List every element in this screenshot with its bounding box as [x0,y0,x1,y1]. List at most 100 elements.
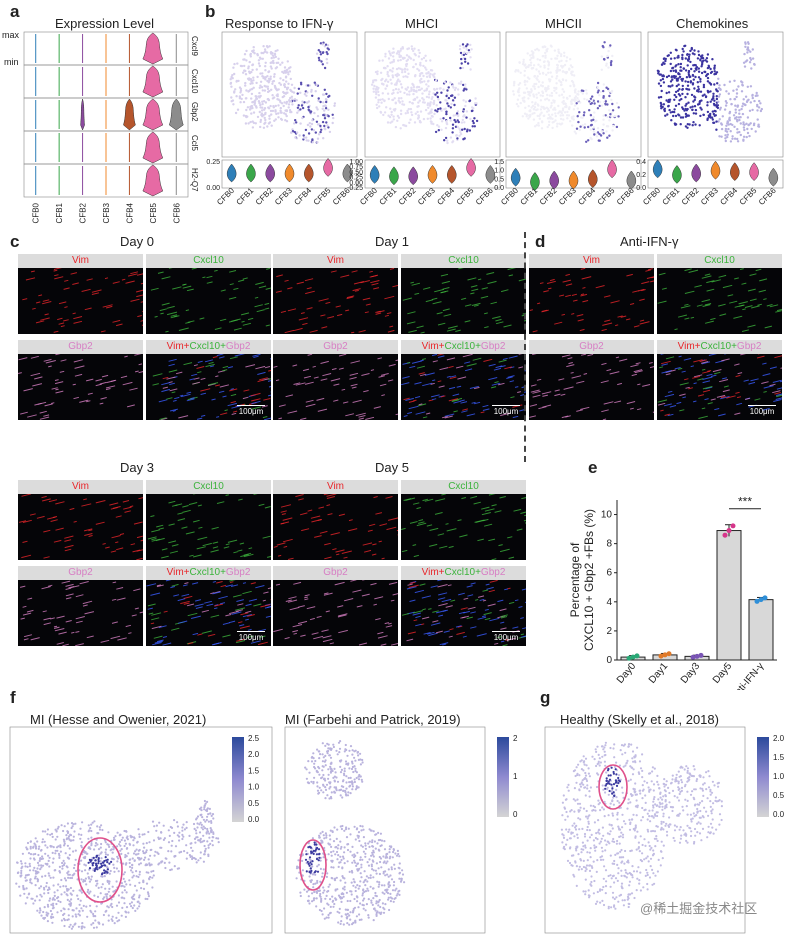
signal-stroke [421,616,430,620]
signal-stroke [95,383,102,387]
umap-dot [389,54,392,57]
umap-dot [681,53,684,57]
signal-stroke [345,413,355,417]
umap-dot [104,893,107,896]
umap-dot [400,86,404,89]
umap-dot [90,859,93,862]
signal-stroke [41,498,51,502]
signal-stroke [495,365,503,369]
signal-stroke [683,357,692,361]
signal-stroke [212,581,217,583]
signal-stroke [487,603,496,607]
umap-dot [719,88,722,91]
umap-dot [554,57,557,60]
signal-stroke [414,589,425,594]
signal-stroke [460,607,468,610]
umap-dot [739,133,742,137]
umap-dot [379,110,382,114]
umap-dot [203,806,206,809]
umap-dot [744,95,748,98]
signal-stroke [85,400,91,403]
umap-dot [67,914,70,917]
umap-dot [45,913,48,917]
umap-dot [206,807,209,810]
umap-dot [42,910,45,914]
signal-stroke [697,394,705,397]
umap-dot [585,98,589,102]
umap-dot [440,128,443,131]
umap-dot [463,127,466,131]
signal-stroke [211,526,219,530]
umap-dot [675,84,678,88]
signal-stroke [140,320,143,322]
umap-dot [133,904,136,907]
umap-dot [207,813,210,816]
umap-dot [386,92,390,95]
signal-stroke [265,324,270,327]
umap-dot [354,861,357,864]
umap-dot [26,896,29,899]
umap-dot [399,54,402,58]
signal-stroke [267,587,271,590]
umap-dot [401,47,405,50]
umap-dot [535,124,538,127]
signal-stroke [418,519,424,522]
signal-stroke [195,606,203,609]
umap-dot [53,891,56,894]
umap-dot [309,879,312,882]
umap-dot [36,878,40,881]
umap-dot [149,875,152,879]
umap-dot [561,78,565,82]
umap-dot [306,123,310,127]
signal-stroke [747,288,756,292]
signal-stroke [437,584,448,588]
umap-dot [518,61,521,64]
umap-dot [743,65,747,68]
umap-dot [692,78,695,81]
umap-dot [250,70,253,74]
umap-points-3 [656,41,763,143]
umap-dot [148,864,152,867]
umap-dot [731,137,734,140]
merge-part: + [475,567,481,578]
signal-stroke [239,625,250,629]
signal-stroke [480,295,489,299]
umap-dot [309,125,312,128]
umap-dot [523,74,526,77]
signal-stroke [43,617,51,621]
signal-stroke [631,373,638,377]
umap-dot [371,853,374,856]
umap-dot [526,52,529,55]
umap-dot [122,862,125,865]
signal-stroke [663,403,672,407]
umap-dot [391,98,394,102]
umap-dot [657,72,660,75]
cluster-label-CFB6: CFB6 [172,202,181,223]
signal-stroke [489,617,500,622]
umap-dot [424,66,427,69]
umap-dot [536,103,539,106]
umap-dot [104,910,107,913]
signal-stroke [639,298,645,301]
umap-dot [546,125,549,129]
umap-dot [431,115,434,118]
signal-stroke [580,406,590,410]
umap-dot [373,84,376,88]
umap-dot [420,77,423,81]
umap-dot [198,823,201,826]
signal-stroke [220,584,227,588]
umap-dot [595,135,599,138]
umap-dot [446,102,449,105]
signal-stroke [189,378,195,381]
gene-label-Gbp2: Gbp2 [190,102,199,122]
umap-dot [386,80,390,83]
e-point [690,654,696,660]
signal-stroke [137,315,142,318]
umap-dot [307,895,310,898]
signal-stroke [347,528,358,532]
signal-stroke [82,600,93,605]
umap-dot [202,825,205,828]
umap-dot [453,118,456,122]
umap-dot [700,71,704,75]
umap-dot [319,130,322,134]
